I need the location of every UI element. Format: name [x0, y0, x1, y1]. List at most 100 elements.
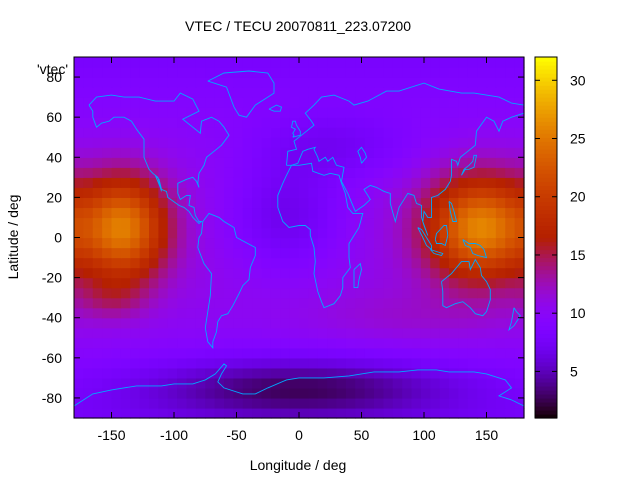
heatmap-cell	[327, 67, 338, 78]
colorbar-swatch	[535, 397, 557, 403]
heatmap-cell	[402, 207, 413, 219]
heatmap-cell	[186, 377, 197, 389]
heatmap-cell	[177, 407, 188, 419]
heatmap-cell	[139, 407, 150, 419]
colorbar-swatch	[535, 369, 557, 375]
colorbar-tick-label: 10	[570, 305, 586, 321]
heatmap-cell	[458, 267, 469, 279]
heatmap-cell	[345, 237, 356, 249]
heatmap-cell	[139, 197, 150, 209]
heatmap-cell	[411, 397, 422, 409]
heatmap-cell	[467, 237, 478, 249]
heatmap-cell	[327, 297, 338, 309]
heatmap-cell	[111, 137, 122, 148]
heatmap-cell	[214, 307, 225, 319]
heatmap-cell	[430, 367, 441, 379]
heatmap-cell	[252, 327, 263, 339]
heatmap-cell	[486, 67, 497, 78]
heatmap-cell	[430, 177, 441, 188]
heatmap-cell	[102, 97, 113, 108]
heatmap-cell	[430, 277, 441, 289]
heatmap-cell	[74, 347, 84, 359]
colorbar-swatch	[535, 301, 557, 307]
heatmap-cell	[430, 407, 441, 419]
heatmap-cell	[467, 367, 478, 379]
heatmap-cell	[280, 207, 291, 219]
heatmap-cell	[383, 77, 394, 88]
heatmap-cell	[439, 207, 450, 219]
heatmap-cell	[383, 317, 394, 329]
colorbar-swatch	[535, 357, 557, 363]
heatmap-cell	[195, 387, 206, 399]
heatmap-cell	[364, 117, 375, 128]
heatmap-cell	[280, 197, 291, 209]
heatmap-cell	[467, 197, 478, 209]
heatmap-cell	[336, 257, 347, 269]
heatmap-cell	[130, 397, 141, 409]
heatmap-cell	[383, 287, 394, 299]
heatmap-cell	[430, 127, 441, 138]
heatmap-cell	[270, 367, 281, 379]
heatmap-cell	[92, 87, 103, 98]
heatmap-cell	[336, 157, 347, 168]
heatmap-cell	[214, 387, 225, 399]
heatmap-cell	[224, 117, 234, 128]
heatmap-cell	[458, 147, 469, 158]
heatmap-cell	[195, 377, 206, 389]
heatmap-cell	[458, 197, 469, 209]
heatmap-cell	[458, 107, 469, 118]
heatmap-cell	[336, 57, 347, 68]
heatmap-cell	[477, 77, 488, 88]
continent-outline	[268, 104, 283, 112]
heatmap-cell	[280, 127, 291, 138]
heatmap-cell	[514, 127, 525, 138]
heatmap-cell	[449, 227, 459, 239]
heatmap-cell	[411, 257, 422, 269]
heatmap-cell	[467, 347, 478, 359]
heatmap-cell	[139, 387, 150, 399]
heatmap-cell	[186, 387, 197, 399]
heatmap-cell	[495, 297, 506, 309]
heatmap-cell	[195, 187, 206, 198]
heatmap-cell	[111, 397, 122, 409]
heatmap-cell	[458, 367, 469, 379]
heatmap-cell	[280, 157, 291, 168]
heatmap-cell	[317, 147, 328, 158]
heatmap-cell	[402, 187, 413, 198]
heatmap-cell	[261, 327, 272, 339]
heatmap-cell	[83, 357, 94, 369]
heatmap-cell	[327, 137, 338, 148]
heatmap-cell	[270, 187, 281, 198]
heatmap-cell	[430, 57, 441, 68]
heatmap-cell	[317, 387, 328, 399]
heatmap-cell	[495, 217, 506, 229]
heatmap-cell	[467, 187, 478, 198]
heatmap-cell	[355, 397, 366, 409]
heatmap-cell	[364, 207, 375, 219]
heatmap-cell	[420, 87, 431, 98]
heatmap-cell	[411, 167, 422, 178]
heatmap-cell	[149, 257, 159, 269]
y-tick-label: 80	[46, 69, 62, 85]
heatmap-cell	[402, 407, 413, 419]
heatmap-cell	[177, 377, 188, 389]
heatmap-cell	[486, 277, 497, 289]
heatmap-cell	[83, 107, 94, 118]
colorbar-swatch	[535, 145, 557, 150]
heatmap-cell	[139, 367, 150, 379]
heatmap-cell	[345, 127, 356, 138]
heatmap-cell	[242, 147, 253, 158]
heatmap-cell	[467, 217, 478, 229]
heatmap-cell	[458, 257, 469, 269]
heatmap-cell	[458, 227, 469, 239]
heatmap-cell	[242, 107, 253, 118]
heatmap-cell	[327, 187, 338, 198]
heatmap-cell	[374, 87, 384, 98]
heatmap-cell	[149, 327, 159, 339]
heatmap-cell	[477, 317, 488, 329]
heatmap-cell	[120, 137, 131, 148]
heatmap-cell	[430, 207, 441, 219]
heatmap-cell	[308, 237, 319, 249]
heatmap-cell	[177, 367, 188, 379]
